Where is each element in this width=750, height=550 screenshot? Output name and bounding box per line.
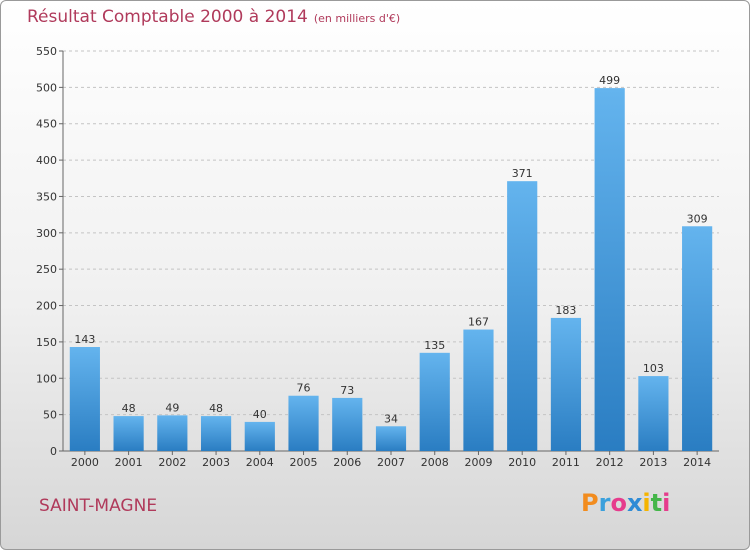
data-label: 135 bbox=[424, 339, 445, 352]
x-tick-label: 2010 bbox=[508, 456, 536, 469]
bar bbox=[419, 352, 450, 451]
x-tick-label: 2001 bbox=[115, 456, 143, 469]
y-tick-label: 50 bbox=[43, 409, 57, 422]
y-tick-label: 400 bbox=[36, 154, 57, 167]
bar bbox=[113, 416, 144, 451]
x-tick-label: 2002 bbox=[158, 456, 186, 469]
data-label: 40 bbox=[253, 408, 267, 421]
y-tick-label: 550 bbox=[36, 45, 57, 58]
data-label: 34 bbox=[384, 412, 398, 425]
x-tick-label: 2008 bbox=[421, 456, 449, 469]
data-label: 103 bbox=[643, 362, 664, 375]
chart-title: Résultat Comptable 2000 à 2014 (en millie… bbox=[27, 7, 400, 27]
y-tick-label: 250 bbox=[36, 263, 57, 276]
bar bbox=[507, 181, 538, 451]
bar bbox=[69, 347, 100, 451]
bar bbox=[200, 416, 232, 451]
commune-name: SAINT-MAGNE bbox=[39, 496, 158, 516]
bar bbox=[332, 397, 363, 451]
y-tick-label: 350 bbox=[36, 190, 57, 203]
x-tick-label: 2013 bbox=[639, 456, 667, 469]
proxiti-logo: Proxiti bbox=[581, 489, 670, 517]
bar bbox=[550, 317, 582, 451]
y-tick-label: 0 bbox=[50, 445, 57, 458]
x-tick-label: 2006 bbox=[333, 456, 361, 469]
x-tick-label: 2005 bbox=[290, 456, 318, 469]
logo-letter: r bbox=[598, 489, 611, 517]
logo-letter: t bbox=[650, 489, 663, 517]
bar bbox=[375, 426, 407, 451]
bar bbox=[244, 421, 275, 451]
data-label: 48 bbox=[209, 402, 223, 415]
x-tick-label: 2009 bbox=[464, 456, 492, 469]
data-label: 309 bbox=[687, 212, 708, 225]
y-tick-label: 500 bbox=[36, 81, 57, 94]
logo-letter: o bbox=[610, 489, 627, 517]
data-label: 371 bbox=[512, 167, 533, 180]
data-label: 167 bbox=[468, 316, 489, 329]
x-tick-label: 2007 bbox=[377, 456, 405, 469]
title-text: Résultat Comptable 2000 à 2014 bbox=[27, 7, 308, 27]
data-label: 49 bbox=[165, 401, 179, 414]
x-tick-label: 2004 bbox=[246, 456, 274, 469]
bar bbox=[288, 395, 319, 451]
data-label: 76 bbox=[297, 382, 311, 395]
x-tick-label: 2014 bbox=[683, 456, 711, 469]
logo-letter: P bbox=[581, 489, 599, 517]
data-label: 143 bbox=[74, 333, 95, 346]
bar bbox=[463, 329, 494, 451]
logo-letter: x bbox=[626, 489, 643, 517]
bar bbox=[638, 376, 669, 451]
y-tick-label: 100 bbox=[36, 372, 57, 385]
bar bbox=[682, 226, 713, 451]
x-tick-label: 2000 bbox=[71, 456, 99, 469]
logo-letter: i bbox=[662, 489, 671, 517]
y-tick-label: 150 bbox=[36, 336, 57, 349]
bar bbox=[594, 88, 625, 451]
unit-label: (en milliers d'€) bbox=[313, 12, 401, 25]
bar bbox=[157, 415, 188, 451]
y-tick-label: 450 bbox=[36, 118, 57, 131]
data-label: 73 bbox=[340, 384, 354, 397]
y-tick-label: 300 bbox=[36, 227, 57, 240]
x-tick-label: 2003 bbox=[202, 456, 230, 469]
data-label: 48 bbox=[122, 402, 136, 415]
y-tick-label: 200 bbox=[36, 300, 57, 313]
data-label: 183 bbox=[555, 304, 576, 317]
data-label: 499 bbox=[599, 74, 620, 87]
x-tick-label: 2012 bbox=[596, 456, 624, 469]
logo-letter: i bbox=[642, 489, 651, 517]
x-tick-label: 2011 bbox=[552, 456, 580, 469]
